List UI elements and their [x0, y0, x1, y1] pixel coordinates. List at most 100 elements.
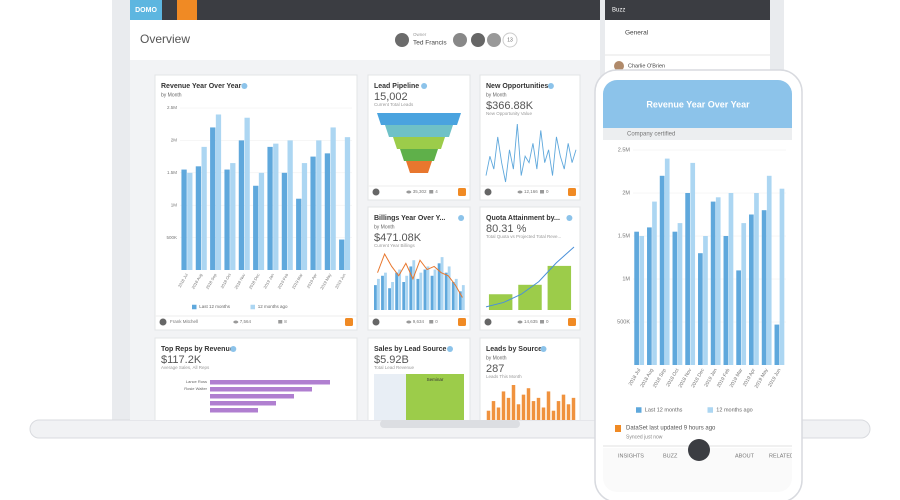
bar	[556, 401, 561, 420]
bar	[698, 253, 703, 365]
bar	[518, 284, 542, 310]
bar	[412, 260, 416, 310]
certified-icon	[241, 83, 248, 89]
phone-menu-button[interactable]	[688, 439, 710, 461]
views-icon	[517, 320, 523, 324]
card-title: Lead Pipeline	[374, 83, 419, 90]
owner-label: Owner	[413, 32, 427, 37]
card-value: $471.08K	[374, 232, 422, 244]
card-by: by Month	[161, 92, 182, 98]
bar	[754, 193, 759, 365]
bar	[210, 127, 216, 270]
bar	[659, 175, 665, 365]
member-count-badge[interactable]	[502, 32, 518, 48]
bar	[388, 288, 391, 310]
footer-avatar	[372, 188, 380, 196]
views: 7,564	[240, 319, 252, 324]
app-badge	[458, 318, 466, 326]
bar	[402, 282, 406, 310]
bar	[488, 294, 513, 310]
bar	[437, 263, 441, 310]
card-title: New Opportunities	[486, 83, 548, 90]
funnel-stage	[400, 149, 438, 161]
phone-header	[603, 80, 792, 128]
owner-avatar	[395, 33, 409, 47]
funnel-stage	[393, 137, 445, 149]
bar	[634, 231, 639, 365]
bar	[664, 158, 670, 365]
certified-icon	[421, 83, 428, 89]
bar	[316, 140, 322, 270]
bar	[715, 197, 721, 365]
buzz-user: Charlie O'Brien	[628, 63, 665, 69]
card-title: Billings Year Over Y...	[374, 215, 445, 222]
card-subtitle: Total Lead Revenue	[374, 365, 415, 370]
bar	[779, 188, 785, 365]
card-value: 80.31 %	[486, 223, 527, 235]
views-icon	[233, 320, 239, 324]
phone-tab[interactable]: INSIGHTS	[618, 453, 644, 459]
bar	[571, 397, 576, 420]
phone-tab[interactable]: BUZZ	[663, 453, 678, 459]
bar	[310, 156, 316, 270]
bar	[496, 407, 501, 420]
line	[485, 246, 575, 308]
phone-tab[interactable]: ABOUT	[735, 453, 755, 459]
bar-label: Lance Ross	[186, 379, 207, 384]
footer-avatar	[484, 318, 492, 326]
logo-box	[130, 0, 162, 20]
bar	[501, 391, 506, 420]
footer-avatar	[372, 318, 380, 326]
bar	[423, 269, 427, 310]
laptop-notch	[380, 420, 520, 428]
bar	[391, 282, 394, 310]
bar	[541, 407, 546, 420]
legend-swatch	[707, 407, 713, 413]
bar	[210, 408, 258, 413]
card[interactable]	[479, 74, 581, 201]
treemap-block	[374, 374, 406, 420]
views: 35,302	[413, 189, 427, 194]
card-by: by Month	[374, 224, 395, 230]
top-bar	[130, 0, 600, 20]
legend-swatch	[192, 304, 197, 310]
bar	[187, 172, 193, 270]
card-by: by Month	[486, 92, 507, 98]
bar	[451, 282, 455, 310]
views-icon	[517, 190, 523, 194]
treemap-block	[406, 374, 464, 420]
bar	[426, 266, 430, 310]
views-icon	[406, 320, 412, 324]
bar	[210, 387, 312, 392]
card-title: Top Reps by Revenue	[161, 346, 234, 353]
app-icon[interactable]	[177, 0, 197, 20]
card-title: Quota Attainment by...	[486, 215, 560, 222]
y-tick-label: 500K	[166, 235, 177, 240]
views: 9,634	[413, 319, 425, 324]
card-subtitle: Current Total Leads	[374, 102, 414, 107]
card-value: 287	[486, 363, 504, 375]
card[interactable]	[154, 337, 358, 438]
card-value: $5.92B	[374, 354, 409, 366]
bar	[521, 394, 526, 420]
bar	[491, 401, 496, 420]
certified-icon	[447, 346, 453, 352]
legend-swatch	[636, 407, 642, 413]
funnel-stage	[406, 161, 432, 173]
comments: 0	[435, 319, 438, 324]
card-subtitle: Total Quota vs Projected Total Reve...	[486, 234, 561, 239]
card-value: $366.88K	[486, 100, 534, 112]
buzz-bar	[605, 0, 770, 20]
app-badge	[568, 318, 576, 326]
dataset-icon	[615, 425, 621, 432]
card-by: by Month	[486, 355, 507, 361]
comments-icon	[540, 320, 544, 324]
certified-bar	[603, 128, 792, 140]
bar	[454, 278, 458, 310]
bar	[181, 169, 187, 270]
phone-tab[interactable]: RELATED	[769, 453, 794, 459]
y-tick-label: 1M	[622, 276, 630, 282]
legend-label: Last 12 months	[645, 407, 683, 413]
y-tick-label: 1M	[171, 202, 178, 207]
bar	[281, 172, 288, 270]
